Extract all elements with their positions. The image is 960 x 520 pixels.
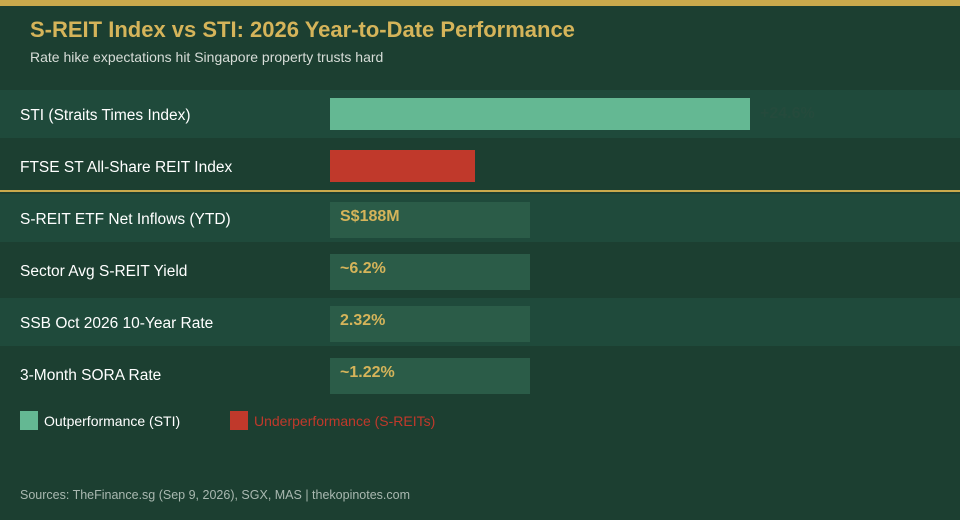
bar-sti	[330, 98, 750, 130]
stat-row-reit-yield: Sector Avg S-REIT Yield ~6.2%	[0, 246, 960, 294]
chart-row-reit: FTSE ST All-Share REIT Index	[0, 142, 960, 190]
stat-box: ~1.22%	[330, 358, 530, 394]
stat-value: 2.32%	[340, 312, 386, 329]
stat-value: ~6.2%	[340, 260, 386, 277]
bar-value-label: +24.6%	[760, 105, 815, 122]
chart-row-sti: STI (Straits Times Index) +24.6%	[0, 90, 960, 138]
stat-box: 2.32%	[330, 306, 530, 342]
stat-box: ~6.2%	[330, 254, 530, 290]
top-accent-border	[0, 0, 960, 6]
stat-row-ssb-rate: SSB Oct 2026 10-Year Rate 2.32%	[0, 298, 960, 346]
legend-swatch	[230, 411, 248, 430]
stat-label: SSB Oct 2026 10-Year Rate	[20, 315, 214, 332]
stat-value: S$188M	[340, 208, 400, 225]
category-label: STI (Straits Times Index)	[20, 107, 191, 124]
stat-label: 3-Month SORA Rate	[20, 367, 162, 384]
stat-label: Sector Avg S-REIT Yield	[20, 263, 188, 280]
legend-label: Underperformance (S-REITs)	[254, 413, 436, 429]
chart-title: S-REIT Index vs STI: 2026 Year-to-Date P…	[30, 17, 575, 42]
stat-label: S-REIT ETF Net Inflows (YTD)	[20, 211, 231, 228]
section-divider	[0, 190, 960, 192]
sources-footer: Sources: TheFinance.sg (Sep 9, 2026), SG…	[20, 488, 411, 502]
chart-subtitle: Rate hike expectations hit Singapore pro…	[30, 49, 384, 65]
stat-value: ~1.22%	[340, 364, 395, 381]
bar-reit-index	[330, 150, 476, 182]
stat-row-sora-rate: 3-Month SORA Rate ~1.22%	[0, 350, 960, 398]
legend-label: Outperformance (STI)	[44, 413, 181, 429]
stat-row-etf-inflows: S-REIT ETF Net Inflows (YTD) S$188M	[0, 194, 960, 242]
category-label: FTSE ST All-Share REIT Index	[20, 159, 233, 176]
legend-swatch	[20, 411, 38, 430]
stat-box: S$188M	[330, 202, 530, 238]
